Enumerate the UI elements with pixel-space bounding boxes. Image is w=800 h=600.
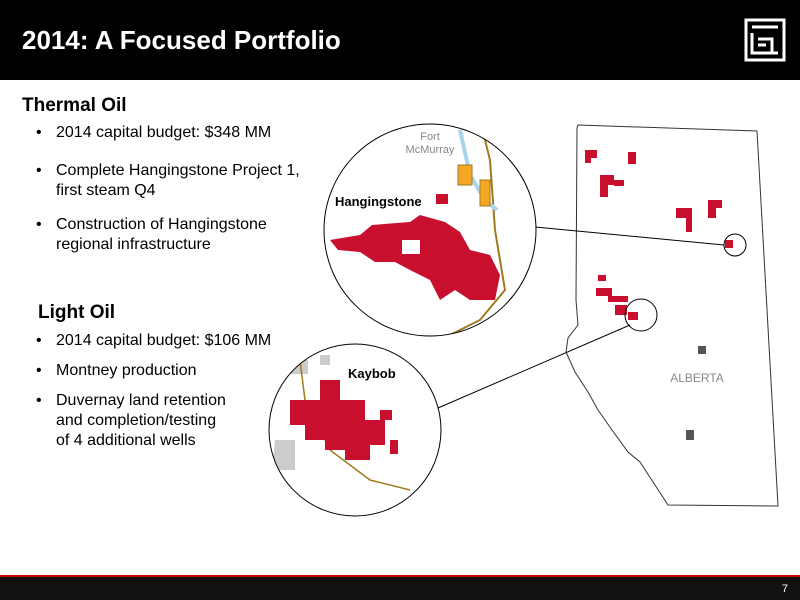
header-bar: 2014: A Focused Portfolio [0, 0, 800, 80]
bullet: • Duvernay land retention and completion/t… [36, 391, 226, 451]
bullet-text: Montney production [56, 362, 197, 379]
bullet: • 2014 capital budget: $106 MM [36, 331, 271, 351]
thermal-label: Hangingstone [335, 194, 422, 209]
slide-title: 2014: A Focused Portfolio [22, 25, 341, 55]
bullet-text: Complete Hangingstone Project 1, [56, 162, 300, 179]
town-label: McMurray [406, 144, 455, 156]
bullet-text: Duvernay land retention [56, 392, 226, 409]
bullet: • Construction of Hangingstone regional in… [36, 215, 267, 255]
section-title: Light Oil [38, 302, 116, 323]
bullet-dot: • [36, 124, 42, 141]
bullet-dot: • [36, 162, 42, 179]
light-label: Kaybob [348, 366, 396, 381]
bullet-dot: • [36, 332, 42, 349]
map-graphic: ALBERTA Fort McMurray Hangingstone Kayb [268, 123, 779, 517]
bullet-text: of 4 additional wells [56, 432, 196, 449]
logo [744, 18, 786, 62]
town-label: Fort [420, 131, 440, 143]
bullet-text: first steam Q4 [56, 182, 156, 199]
bullet-dot: • [36, 392, 42, 409]
footer-bar: 7 [0, 575, 800, 600]
bullet: • Montney production [36, 361, 197, 381]
bullet: • Complete Hangingstone Project 1, first s… [36, 161, 300, 201]
bullet-dot: • [36, 362, 42, 379]
bullet-text: Construction of Hangingstone [56, 216, 267, 233]
bullet-text: 2014 capital budget: $348 MM [56, 124, 272, 141]
bullet-text: 2014 capital budget: $106 MM [56, 332, 272, 349]
province-label: ALBERTA [670, 371, 724, 385]
bullet-text: regional infrastructure [56, 236, 211, 253]
section-title: Thermal Oil [22, 95, 127, 116]
page-number: 7 [781, 583, 788, 595]
bullet: • 2014 capital budget: $348 MM [36, 123, 271, 143]
bullet-dot: • [36, 216, 42, 233]
bullet-text: and completion/testing [56, 412, 217, 429]
